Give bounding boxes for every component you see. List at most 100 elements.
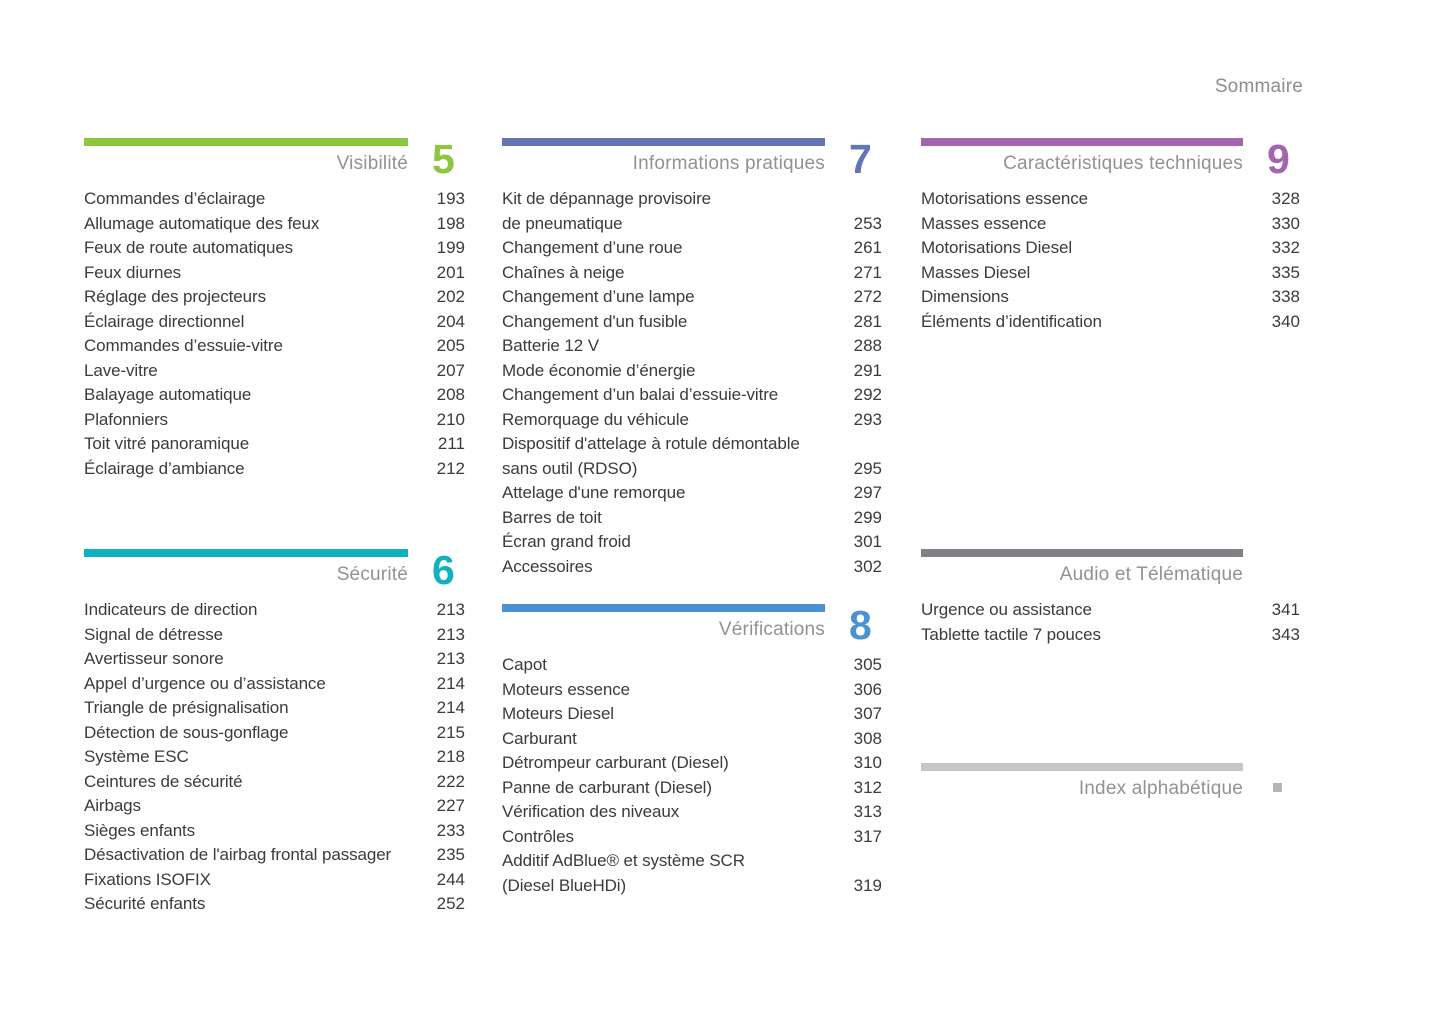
page-title: Sommaire bbox=[1214, 76, 1303, 97]
toc-section: Index alphabétique bbox=[921, 763, 1300, 812]
toc-entry[interactable]: Batterie 12 V 288 bbox=[502, 334, 882, 359]
toc-entry[interactable]: Allumage automatique des feux 198 bbox=[84, 212, 465, 237]
toc-entry[interactable]: Fixations ISOFIX 244 bbox=[84, 868, 465, 893]
toc-entry[interactable]: Détection de sous-gonflage 215 bbox=[84, 721, 465, 746]
toc-entry-page: 202 bbox=[436, 287, 465, 306]
toc-entry-page: 215 bbox=[436, 722, 465, 742]
toc-entry[interactable]: Détrompeur carburant (Diesel) 310 bbox=[502, 751, 882, 776]
toc-entry[interactable]: Airbags 227 bbox=[84, 794, 465, 819]
toc-entry[interactable]: Lave-vitre 207 bbox=[84, 359, 465, 384]
toc-entry[interactable]: Chaînes à neige 271 bbox=[502, 261, 882, 286]
toc-entry-title: Allumage automatique des feux bbox=[84, 213, 320, 233]
toc-entry-page: 198 bbox=[436, 213, 465, 233]
toc-entry[interactable]: Commandes d’essuie-vitre 205 bbox=[84, 334, 465, 359]
toc-entry[interactable]: Masses essence 330 bbox=[921, 212, 1300, 237]
section-color-bar bbox=[84, 138, 408, 146]
toc-entry-page: 313 bbox=[853, 802, 882, 821]
toc-entry-title: Commandes d’éclairage bbox=[84, 189, 266, 208]
toc-entry[interactable]: Carburant 308 bbox=[502, 727, 882, 752]
toc-entry[interactable]: Remorquage du véhicule 293 bbox=[502, 408, 882, 433]
toc-entry-title: Triangle de présignalisation bbox=[84, 698, 289, 717]
toc-entry-title: Fixations ISOFIX bbox=[84, 869, 211, 889]
toc-entry[interactable]: Changement d’une roue 261 bbox=[502, 236, 882, 261]
toc-entry[interactable]: Feux diurnes 201 bbox=[84, 261, 465, 286]
toc-entry[interactable]: Attelage d'une remorque 297 bbox=[502, 481, 882, 506]
chapter-number: 6 bbox=[432, 547, 455, 593]
toc-entry[interactable]: Écran grand froid 301 bbox=[502, 530, 882, 555]
toc-entry[interactable]: Additif AdBlue® et système SCR (Diesel B… bbox=[502, 849, 882, 898]
toc-entry[interactable]: Réglage des projecteurs 202 bbox=[84, 285, 465, 310]
toc-entry-page: 201 bbox=[436, 262, 465, 282]
chapter-number: 8 bbox=[849, 602, 872, 648]
toc-entry[interactable]: Dimensions 338 bbox=[921, 285, 1300, 310]
section-title: Vérifications bbox=[718, 619, 825, 640]
toc-entry[interactable]: Motorisations essence 328 bbox=[921, 187, 1300, 212]
toc-entry[interactable]: Contrôles 317 bbox=[502, 825, 882, 850]
toc-entry-title: Masses Diesel bbox=[921, 262, 1031, 282]
toc-entry-page: 253 bbox=[853, 213, 882, 233]
toc-entry[interactable]: Barres de toit 299 bbox=[502, 506, 882, 531]
toc-entry[interactable]: Kit de dépannage provisoire de pneumatiq… bbox=[502, 187, 882, 236]
toc-entry[interactable]: Éclairage directionnel 204 bbox=[84, 310, 465, 335]
toc-entry[interactable]: Feux de route automatiques 199 bbox=[84, 236, 465, 261]
toc-entry[interactable]: Accessoires 302 bbox=[502, 555, 882, 580]
toc-entry-title: Toit vitré panoramique bbox=[84, 434, 250, 453]
toc-entry[interactable]: Signal de détresse 213 bbox=[84, 623, 465, 648]
toc-entry[interactable]: Capot 305 bbox=[502, 653, 882, 678]
toc-entry[interactable]: Avertisseur sonore 213 bbox=[84, 647, 465, 672]
toc-entry[interactable]: Mode économie d’énergie 291 bbox=[502, 359, 882, 384]
toc-entry-title: Vérification des niveaux bbox=[502, 802, 680, 821]
toc-entry[interactable]: Masses Diesel 335 bbox=[921, 261, 1300, 286]
toc-entry[interactable]: Panne de carburant (Diesel) 312 bbox=[502, 776, 882, 801]
section-items: Urgence ou assistance 341 Tablette tacti… bbox=[921, 598, 1300, 647]
section-header: Informations pratiques 7 bbox=[502, 138, 882, 180]
toc-entry[interactable]: Commandes d’éclairage 193 bbox=[84, 187, 465, 212]
toc-entry-title: Détection de sous-gonflage bbox=[84, 722, 289, 742]
toc-entry[interactable]: Tablette tactile 7 pouces 343 bbox=[921, 623, 1300, 648]
toc-entry[interactable]: Dispositif d'attelage à rotule démontabl… bbox=[502, 432, 882, 481]
section-items: Motorisations essence 328 Masses essence… bbox=[921, 187, 1300, 334]
toc-entry-page: 213 bbox=[436, 649, 465, 668]
toc-entry[interactable]: Changement d’un balai d’essuie-vitre 292 bbox=[502, 383, 882, 408]
toc-entry-title: Panne de carburant (Diesel) bbox=[502, 777, 712, 797]
toc-entry[interactable]: Moteurs essence 306 bbox=[502, 678, 882, 703]
toc-entry[interactable]: Sécurité enfants 252 bbox=[84, 892, 465, 917]
toc-entry[interactable]: Éléments d’identification 340 bbox=[921, 310, 1300, 335]
toc-entry-title: Sécurité enfants bbox=[84, 894, 206, 913]
toc-entry[interactable]: Appel d’urgence ou d’assistance 214 bbox=[84, 672, 465, 697]
toc-entry[interactable]: Indicateurs de direction 213 bbox=[84, 598, 465, 623]
toc-entry-title: Motorisations essence bbox=[921, 189, 1089, 208]
toc-entry[interactable]: Vérification des niveaux 313 bbox=[502, 800, 882, 825]
toc-entry[interactable]: Éclairage d’ambiance 212 bbox=[84, 457, 465, 482]
toc-entry-page: 212 bbox=[436, 458, 465, 478]
toc-entry[interactable]: Toit vitré panoramique 211 bbox=[84, 432, 465, 457]
toc-entry[interactable]: Désactivation de l'airbag frontal passag… bbox=[84, 843, 465, 868]
toc-entry-title: Indicateurs de direction bbox=[84, 600, 258, 619]
toc-entry-page: 306 bbox=[853, 679, 882, 699]
toc-entry-title: Balayage automatique bbox=[84, 385, 252, 404]
toc-entry-title: Plafonniers bbox=[84, 409, 168, 429]
toc-entry[interactable]: Urgence ou assistance 341 bbox=[921, 598, 1300, 623]
toc-entry[interactable]: Changement d'un fusible 281 bbox=[502, 310, 882, 335]
toc-entry[interactable]: Balayage automatique 208 bbox=[84, 383, 465, 408]
toc-entry[interactable]: Plafonniers 210 bbox=[84, 408, 465, 433]
chapter-number: 5 bbox=[432, 136, 455, 182]
toc-entry-title: Airbags bbox=[84, 796, 141, 815]
toc-entry[interactable]: Moteurs Diesel 307 bbox=[502, 702, 882, 727]
section-color-bar bbox=[84, 549, 408, 557]
toc-entry[interactable]: Changement d’une lampe 272 bbox=[502, 285, 882, 310]
toc-entry-page: 288 bbox=[853, 336, 882, 355]
toc-entry-page: 199 bbox=[436, 238, 465, 257]
toc-entry-title: Feux diurnes bbox=[84, 262, 182, 282]
toc-entry-page: 340 bbox=[1271, 311, 1300, 331]
toc-entry-page: 210 bbox=[436, 409, 465, 429]
toc-entry[interactable]: Triangle de présignalisation 214 bbox=[84, 696, 465, 721]
toc-entry-title: Système ESC bbox=[84, 747, 189, 766]
toc-entry[interactable]: Motorisations Diesel 332 bbox=[921, 236, 1300, 261]
toc-entry-title: Réglage des projecteurs bbox=[84, 287, 266, 306]
chapter-number: 9 bbox=[1267, 136, 1290, 182]
toc-entry-page: 235 bbox=[436, 845, 465, 864]
toc-entry[interactable]: Ceintures de sécurité 222 bbox=[84, 770, 465, 795]
toc-entry[interactable]: Sièges enfants 233 bbox=[84, 819, 465, 844]
toc-entry[interactable]: Système ESC 218 bbox=[84, 745, 465, 770]
